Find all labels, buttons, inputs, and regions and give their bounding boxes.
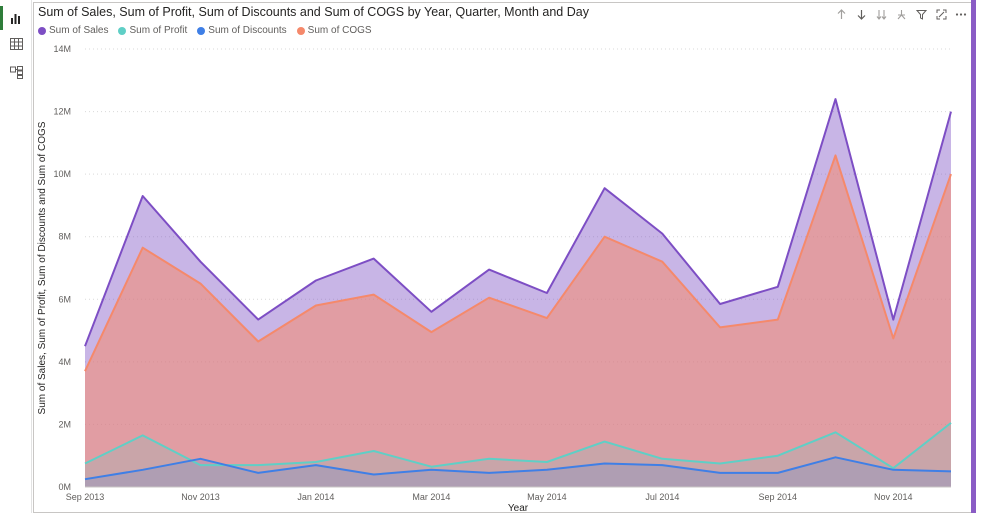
drill-down-icon[interactable] [854,7,868,21]
y-tick-label: 12M [53,107,71,117]
legend-item-profit[interactable]: Sum of Profit [118,25,187,36]
legend-label: Sum of Discounts [208,25,287,36]
visual-header-toolbar [834,7,968,21]
x-tick-label: Sep 2013 [66,492,105,502]
legend-marker [38,26,46,35]
focus-mode-icon[interactable] [934,7,948,21]
bar-chart-icon [11,14,20,24]
legend-item-discounts[interactable]: Sum of Discounts [197,25,287,36]
legend-label: Sum of COGS [307,25,372,36]
x-tick-label: Mar 2014 [412,492,450,502]
data-view-button[interactable] [6,34,26,54]
legend-item-cogs[interactable]: Sum of COGS [296,25,372,36]
selection-edge-bar [971,0,976,513]
view-switcher-rail [0,0,32,513]
x-tick-label: Jan 2014 [297,492,334,502]
legend-item-sales[interactable]: Sum of Sales [38,25,108,36]
expand-next-icon[interactable] [894,7,908,21]
legend-marker [197,26,206,35]
more-options-icon[interactable] [954,7,968,21]
x-tick-label: Nov 2013 [181,492,220,502]
legend-marker [296,26,305,35]
series-line [84,456,952,481]
y-tick-label: 14M [53,44,71,54]
y-tick-label: 4M [58,357,71,367]
series-line [84,98,952,347]
y-tick-label: 10M [53,169,71,179]
chart-title: Sum of Sales, Sum of Profit, Sum of Disc… [38,5,589,19]
series-area [85,155,951,487]
y-tick-label: 2M [58,419,71,429]
x-axis-title: Year [508,503,529,511]
area-chart-visual[interactable]: Sum of Sales, Sum of Profit, Sum of Disc… [33,2,973,513]
legend-label: Sum of Sales [49,25,109,36]
y-tick-label: 0M [58,482,71,492]
x-tick-label: Jul 2014 [645,492,679,502]
series-area [85,422,951,487]
legend-marker [118,26,127,35]
x-tick-label: Sep 2014 [759,492,798,502]
model-view-button[interactable] [6,62,26,82]
y-tick-label: 8M [58,232,71,242]
chart-legend: Sum of Sales Sum of Profit Sum of Discou… [38,25,372,36]
drill-up-icon[interactable] [834,7,848,21]
chart-plot: 0M 2M 4M 6M 8M 10M 12M 14M Sum of Sales, Sum of … [37,44,952,511]
x-tick-label: Nov 2014 [874,492,913,502]
series-line [84,154,952,372]
y-axis-title: Sum of Sales, Sum of Profit, Sum of Disc… [37,121,48,414]
table-icon [9,38,23,50]
y-tick-label: 6M [58,294,71,304]
report-view-button[interactable] [0,6,26,30]
filter-icon[interactable] [914,7,928,21]
x-tick-label: May 2014 [527,492,567,502]
model-icon [9,65,23,79]
expand-all-icon[interactable] [874,7,888,21]
legend-label: Sum of Profit [129,25,188,36]
